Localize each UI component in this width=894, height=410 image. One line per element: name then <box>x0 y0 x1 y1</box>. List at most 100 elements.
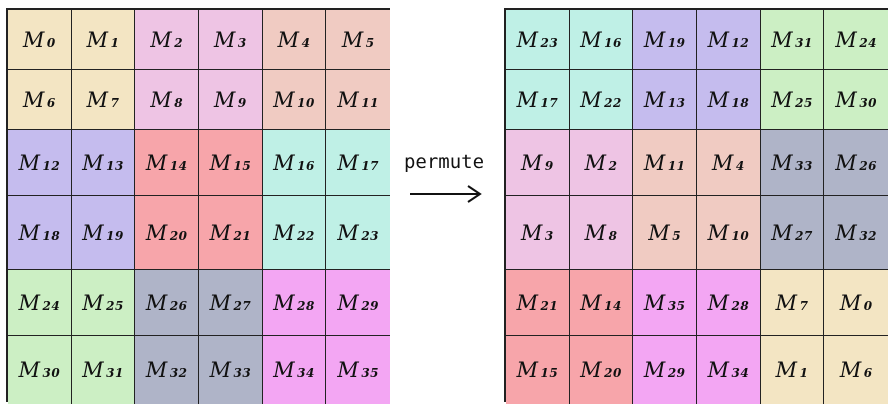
permute-label: permute <box>403 151 485 173</box>
permuted-cell: M 13 <box>633 70 697 130</box>
cell-index: 23 <box>361 228 380 243</box>
source-cell: M 12 <box>8 130 72 196</box>
source-matrix-grid: M 0 M 1 M 2 M 3 M 4 M 5 M 6 M 7 M 8 M 9 M 10 M 11 M 12 M 13 M 14 M 15 M 1… <box>6 8 390 404</box>
cell-index: 15 <box>540 366 559 380</box>
cell-index: 27 <box>233 298 252 313</box>
cell-label: M <box>337 150 360 175</box>
source-cell: M 26 <box>135 270 199 336</box>
cell-label: M <box>648 220 671 245</box>
cell-index: 34 <box>731 366 750 380</box>
cell-label: M <box>835 220 858 245</box>
cell-index: 35 <box>361 366 380 380</box>
cell-label: M <box>145 358 168 382</box>
cell-label: M <box>580 290 603 315</box>
source-cell: M 20 <box>135 196 199 270</box>
source-cell: M 14 <box>135 130 199 196</box>
cell-label: M <box>337 290 360 315</box>
cell-label: M <box>516 358 539 382</box>
cell-index: 31 <box>106 366 124 380</box>
cell-label: M <box>209 220 232 245</box>
cell-index: 13 <box>106 158 124 173</box>
cell-label: M <box>273 358 296 382</box>
cell-index: 5 <box>365 35 375 50</box>
source-cell: M 28 <box>262 270 327 336</box>
cell-index: 4 <box>735 158 745 173</box>
cell-index: 13 <box>667 95 686 110</box>
cell-index: 12 <box>731 35 750 50</box>
source-cell: M 33 <box>199 336 263 404</box>
permuted-cell: M 17 <box>506 70 570 130</box>
source-cell: M 25 <box>71 270 136 336</box>
cell-index: 0 <box>46 35 56 50</box>
cell-index: 12 <box>42 158 61 173</box>
source-cell: M 32 <box>135 336 199 404</box>
cell-label: M <box>18 150 41 175</box>
source-cell: M 18 <box>8 196 72 270</box>
cell-index: 24 <box>42 298 61 313</box>
cell-label: M <box>213 27 236 52</box>
source-cell: M 15 <box>199 130 263 196</box>
source-cell: M 30 <box>8 336 72 404</box>
cell-label: M <box>839 358 862 382</box>
cell-index: 10 <box>731 228 750 243</box>
right-arrow-icon <box>410 185 482 203</box>
cell-label: M <box>643 150 666 175</box>
cell-index: 31 <box>795 35 813 50</box>
cell-label: M <box>18 290 41 315</box>
cell-index: 22 <box>297 228 315 243</box>
cell-label: M <box>273 290 296 315</box>
source-cell: M 13 <box>71 130 136 196</box>
cell-label: M <box>145 220 168 245</box>
permuted-cell: M 23 <box>506 10 570 70</box>
cell-index: 26 <box>859 158 878 173</box>
permuted-cell: M 16 <box>569 10 634 70</box>
cell-index: 7 <box>799 298 809 313</box>
cell-index: 8 <box>608 228 618 243</box>
cell-index: 18 <box>731 95 750 110</box>
cell-index: 3 <box>544 228 554 243</box>
cell-label: M <box>835 150 858 175</box>
cell-index: 9 <box>237 95 247 110</box>
cell-label: M <box>82 290 105 315</box>
permuted-cell: M 34 <box>697 336 761 404</box>
cell-label: M <box>520 150 543 175</box>
cell-label: M <box>22 27 45 52</box>
cell-index: 16 <box>604 35 622 50</box>
cell-label: M <box>771 87 794 112</box>
source-cell: M 34 <box>262 336 327 404</box>
cell-label: M <box>707 358 730 382</box>
cell-index: 15 <box>233 158 252 173</box>
cell-index: 25 <box>795 95 813 110</box>
cell-label: M <box>337 358 360 382</box>
cell-index: 29 <box>361 298 380 313</box>
cell-label: M <box>145 290 168 315</box>
permuted-cell: M 14 <box>569 270 634 336</box>
permuted-cell: M 31 <box>760 10 825 70</box>
cell-index: 20 <box>604 366 622 380</box>
cell-label: M <box>209 290 232 315</box>
cell-index: 1 <box>110 35 120 50</box>
source-cell: M 17 <box>326 130 390 196</box>
cell-label: M <box>150 27 173 52</box>
permuted-cell: M 19 <box>633 10 697 70</box>
cell-index: 14 <box>604 298 622 313</box>
cell-label: M <box>516 27 539 52</box>
source-cell: M 19 <box>71 196 136 270</box>
cell-label: M <box>145 150 168 175</box>
cell-label: M <box>18 220 41 245</box>
permuted-cell: M 22 <box>569 70 634 130</box>
cell-label: M <box>516 290 539 315</box>
cell-index: 23 <box>540 35 559 50</box>
source-cell: M 35 <box>326 336 390 404</box>
source-cell: M 23 <box>326 196 390 270</box>
cell-label: M <box>86 87 109 112</box>
cell-label: M <box>273 87 296 112</box>
